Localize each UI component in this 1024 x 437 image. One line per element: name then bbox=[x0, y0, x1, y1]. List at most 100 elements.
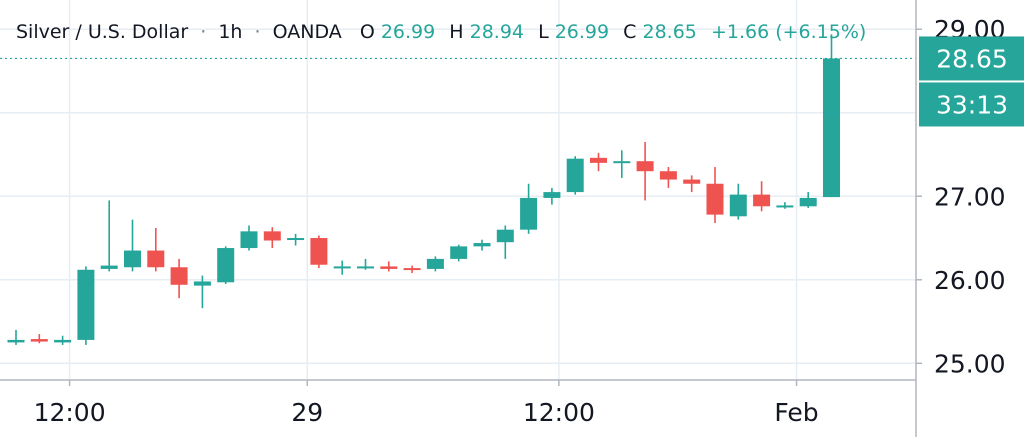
open-label: O bbox=[360, 21, 375, 43]
candle-body bbox=[240, 231, 258, 249]
candle[interactable] bbox=[520, 183, 538, 234]
candle[interactable] bbox=[403, 265, 421, 274]
candle-body bbox=[77, 269, 95, 340]
candle-body bbox=[613, 161, 631, 164]
candle[interactable] bbox=[217, 246, 235, 284]
candle[interactable] bbox=[240, 225, 258, 251]
candle[interactable] bbox=[77, 266, 95, 345]
candle[interactable] bbox=[613, 150, 631, 178]
candle[interactable] bbox=[706, 167, 724, 223]
change-value: +1.66 (+6.15%) bbox=[711, 21, 866, 43]
candle[interactable] bbox=[683, 175, 701, 193]
candle[interactable] bbox=[496, 225, 514, 259]
symbol-name: Silver / U.S. Dollar bbox=[16, 21, 188, 43]
candle-body bbox=[706, 183, 724, 215]
candle[interactable] bbox=[7, 329, 25, 345]
candle[interactable] bbox=[380, 261, 398, 272]
candle-body bbox=[450, 246, 468, 259]
candle-body bbox=[403, 268, 421, 271]
candle-body bbox=[54, 339, 72, 343]
open-value: 26.99 bbox=[381, 21, 435, 43]
candle-body bbox=[30, 339, 48, 342]
candle-body bbox=[636, 161, 654, 172]
candle[interactable] bbox=[636, 141, 654, 201]
grid bbox=[0, 0, 916, 380]
candle-body bbox=[753, 194, 771, 207]
candle[interactable] bbox=[147, 228, 165, 272]
candle-body bbox=[659, 171, 677, 180]
candle[interactable] bbox=[170, 258, 188, 299]
candle-body bbox=[100, 265, 118, 269]
candle[interactable] bbox=[333, 260, 351, 275]
time-tick-label: 12:00 bbox=[34, 398, 106, 427]
candle-body bbox=[683, 179, 701, 184]
candle[interactable] bbox=[473, 239, 491, 251]
candle-body bbox=[287, 238, 305, 241]
candle-body bbox=[496, 229, 514, 243]
candle[interactable] bbox=[659, 167, 677, 188]
candle-body bbox=[170, 267, 188, 285]
candle[interactable] bbox=[799, 192, 817, 208]
candle[interactable] bbox=[124, 219, 141, 272]
candles[interactable] bbox=[7, 34, 841, 345]
countdown-value: 33:13 bbox=[936, 90, 1008, 119]
candle-body bbox=[566, 158, 584, 193]
candle[interactable] bbox=[426, 256, 444, 272]
price-tick-label: 26.00 bbox=[934, 266, 1006, 295]
candle[interactable] bbox=[357, 258, 374, 270]
price-tick-label: 25.00 bbox=[934, 349, 1006, 378]
candle[interactable] bbox=[543, 187, 561, 205]
candle-body bbox=[357, 266, 374, 269]
candle[interactable] bbox=[753, 181, 771, 212]
candle-body bbox=[193, 281, 211, 286]
separator: · bbox=[200, 21, 206, 43]
candle-body bbox=[729, 194, 747, 217]
candle-body bbox=[799, 197, 817, 207]
time-tick-label: Feb bbox=[774, 398, 818, 427]
candle[interactable] bbox=[310, 235, 328, 269]
candle-body bbox=[473, 243, 491, 247]
candle[interactable] bbox=[566, 156, 584, 195]
close-label: C bbox=[623, 21, 636, 43]
low-label: L bbox=[538, 21, 549, 43]
high-value: 28.94 bbox=[470, 21, 524, 43]
time-tick-label: 29 bbox=[291, 398, 323, 427]
candle[interactable] bbox=[30, 334, 48, 344]
price-tick-label: 27.00 bbox=[934, 182, 1006, 211]
candle-body bbox=[590, 157, 607, 163]
time-axis[interactable]: 12:00 29 12:00 Feb bbox=[34, 380, 819, 427]
separator: · bbox=[255, 21, 261, 43]
candle[interactable] bbox=[54, 335, 72, 345]
candle-body bbox=[380, 266, 398, 269]
candle[interactable] bbox=[590, 152, 607, 172]
candle[interactable] bbox=[776, 202, 794, 209]
time-tick-label: 12:00 bbox=[523, 398, 595, 427]
interval: 1h bbox=[218, 21, 242, 43]
candle-body bbox=[217, 248, 235, 283]
candle-body bbox=[776, 205, 794, 208]
candle-body bbox=[310, 238, 328, 265]
high-label: H bbox=[449, 21, 463, 43]
candle-body bbox=[543, 192, 561, 198]
candle[interactable] bbox=[729, 183, 747, 220]
candle-body bbox=[520, 197, 538, 230]
close-value: 28.65 bbox=[643, 21, 697, 43]
candle-body bbox=[823, 58, 840, 198]
candle-body bbox=[426, 258, 444, 269]
candle-body bbox=[263, 231, 281, 241]
candle[interactable] bbox=[193, 275, 211, 309]
candle-body bbox=[333, 266, 351, 269]
price-tag-value: 28.65 bbox=[936, 44, 1008, 73]
data-source: OANDA bbox=[273, 21, 342, 43]
candle[interactable] bbox=[450, 244, 468, 262]
low-value: 26.99 bbox=[555, 21, 609, 43]
candle[interactable] bbox=[823, 34, 840, 198]
candle[interactable] bbox=[263, 227, 281, 249]
price-tag-box bbox=[919, 36, 1024, 81]
candle-body bbox=[7, 339, 25, 343]
candle[interactable] bbox=[287, 233, 305, 246]
candle-body bbox=[124, 250, 141, 268]
candle[interactable] bbox=[100, 200, 118, 272]
